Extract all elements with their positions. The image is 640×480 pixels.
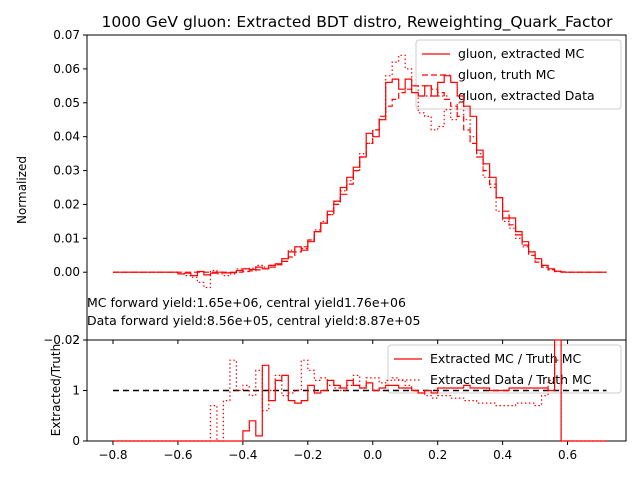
ratio-legend-label: Extracted MC / Truth MC xyxy=(430,351,581,366)
chart-title: 1000 GeV gluon: Extracted BDT distro, Re… xyxy=(102,13,614,32)
main-ytick-label: 0.03 xyxy=(53,164,80,178)
main-legend-label: gluon, truth MC xyxy=(458,67,555,82)
main-ytick-label: −0.02 xyxy=(43,333,80,347)
annotation-mc-yield: MC forward yield:1.65e+06, central yield… xyxy=(87,295,406,310)
ratio-xtick-label: 0.4 xyxy=(493,448,512,462)
main-legend-label: gluon, extracted Data xyxy=(458,88,595,103)
ratio-xtick-label: −0.6 xyxy=(163,448,192,462)
ratio-xtick-label: 0.2 xyxy=(428,448,447,462)
ratio-xtick-label: 0.0 xyxy=(363,448,382,462)
ratio-ytick-label: 0 xyxy=(72,434,80,448)
ratio-ytick-label: 1 xyxy=(72,384,80,398)
ratio-ytick-label: 2 xyxy=(72,333,80,347)
main-ytick-label: 0.07 xyxy=(53,28,80,42)
main-legend-box xyxy=(415,39,622,110)
main-series-2 xyxy=(113,54,607,289)
main-ytick-label: 0.04 xyxy=(53,130,80,144)
main-ytick-label: 0.06 xyxy=(53,62,80,76)
main-ytick-label: 0.05 xyxy=(53,96,80,110)
ratio-ylabel: Extracted/Truth xyxy=(49,344,63,436)
ratio-legend: Extracted MC / Truth MC Extracted Data / … xyxy=(387,344,622,394)
annotation-data-yield: Data forward yield:8.56e+05, central yie… xyxy=(87,313,420,328)
ratio-xtick-label: −0.2 xyxy=(293,448,322,462)
ratio-legend-box xyxy=(387,344,622,394)
main-legend: gluon, extracted MC gluon, truth MC gluon,… xyxy=(415,39,622,110)
main-ylabel: Normalized xyxy=(15,156,29,224)
ratio-xtick-label: −0.8 xyxy=(98,448,127,462)
main-ytick-label: 0.01 xyxy=(53,231,80,245)
main-ytick-label: 0.02 xyxy=(53,197,80,211)
ratio-legend-label: Extracted Data / Truth MC xyxy=(430,372,592,387)
ratio-xtick-label: −0.4 xyxy=(228,448,257,462)
main-ytick-label: 0.00 xyxy=(53,265,80,279)
main-series-1 xyxy=(113,85,607,273)
ratio-xtick-label: 0.6 xyxy=(558,448,577,462)
main-legend-label: gluon, extracted MC xyxy=(458,46,585,61)
ratio-plot-axes: 0 1 2 −0.8 −0.6 −0.4 −0.2 0.0 0.2 0.4 0.6 xyxy=(72,333,627,462)
